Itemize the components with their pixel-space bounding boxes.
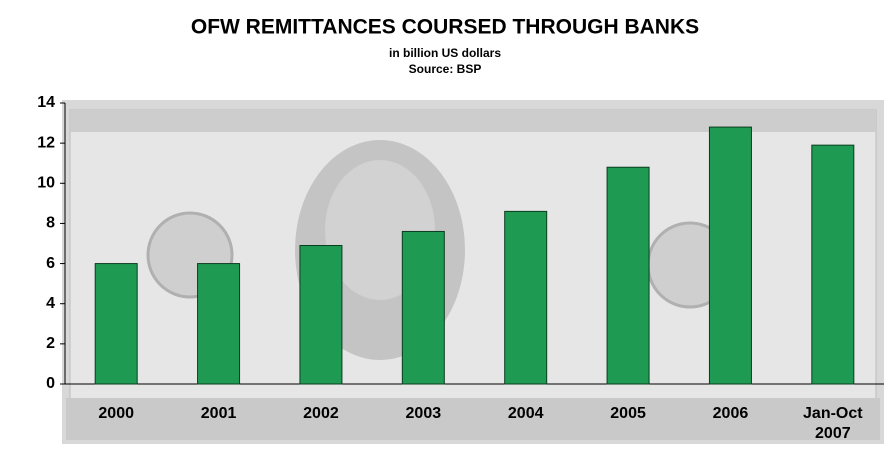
chart-source: Source: BSP [409,62,482,76]
y-tick-label: 10 [37,175,55,192]
y-tick-label: 4 [46,295,55,312]
y-tick-label: 0 [46,375,55,392]
bar [708,126,752,385]
x-tick-label: 2001 [200,405,237,422]
y-tick-label: 14 [37,94,55,111]
y-tick-label: 8 [46,215,55,232]
bar [197,263,241,385]
bar [299,245,343,385]
x-tick-label: 2006 [712,405,749,422]
x-tick-label: 2003 [405,405,442,422]
chart-title: OFW REMITTANCES COURSED THROUGH BANKS [191,16,699,39]
x-tick-label: 2002 [303,405,339,422]
y-tick-label: 2 [46,335,55,352]
bar [94,263,138,385]
bar [504,210,548,385]
chart-subtitle: in billion US dollars [389,46,501,60]
bar [811,144,855,385]
x-tick-label: 2004 [507,405,544,422]
background-banknote [62,100,884,444]
bar [401,230,445,385]
x-tick-label: 2000 [98,405,134,422]
x-tick-label: Jan-Oct 2007 [803,405,863,442]
y-tick-label: 6 [46,255,55,272]
bar [606,166,650,385]
y-tick-label: 12 [37,134,55,151]
x-tick-label: 2005 [610,405,646,422]
